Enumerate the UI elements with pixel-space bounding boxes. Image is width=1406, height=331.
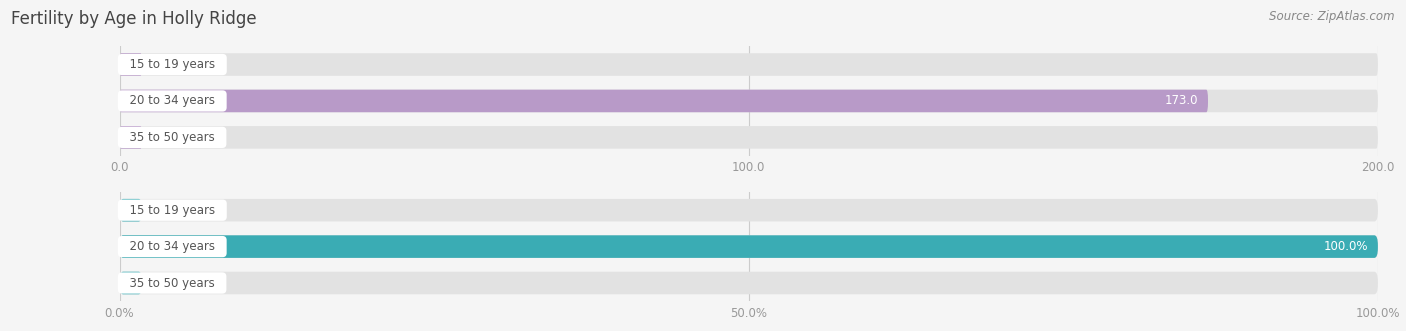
Text: 20 to 34 years: 20 to 34 years	[122, 240, 222, 253]
FancyBboxPatch shape	[120, 235, 1378, 258]
Text: 0.0: 0.0	[157, 58, 176, 71]
Text: 15 to 19 years: 15 to 19 years	[122, 58, 222, 71]
FancyBboxPatch shape	[120, 272, 142, 294]
Text: 0.0: 0.0	[157, 131, 176, 144]
Text: 0.0%: 0.0%	[157, 276, 187, 290]
FancyBboxPatch shape	[120, 53, 142, 76]
Text: 0.0%: 0.0%	[157, 204, 187, 217]
FancyBboxPatch shape	[120, 199, 1378, 221]
Text: 100.0%: 100.0%	[1323, 240, 1368, 253]
FancyBboxPatch shape	[120, 90, 1378, 112]
Text: 35 to 50 years: 35 to 50 years	[122, 276, 222, 290]
Text: 35 to 50 years: 35 to 50 years	[122, 131, 222, 144]
Text: 20 to 34 years: 20 to 34 years	[122, 94, 222, 108]
Text: 15 to 19 years: 15 to 19 years	[122, 204, 222, 217]
FancyBboxPatch shape	[120, 235, 1378, 258]
FancyBboxPatch shape	[120, 53, 1378, 76]
FancyBboxPatch shape	[120, 126, 1378, 149]
Text: 173.0: 173.0	[1164, 94, 1198, 108]
FancyBboxPatch shape	[120, 90, 1208, 112]
FancyBboxPatch shape	[120, 272, 1378, 294]
Text: Source: ZipAtlas.com: Source: ZipAtlas.com	[1270, 10, 1395, 23]
FancyBboxPatch shape	[120, 126, 142, 149]
FancyBboxPatch shape	[120, 199, 142, 221]
Text: Fertility by Age in Holly Ridge: Fertility by Age in Holly Ridge	[11, 10, 257, 28]
